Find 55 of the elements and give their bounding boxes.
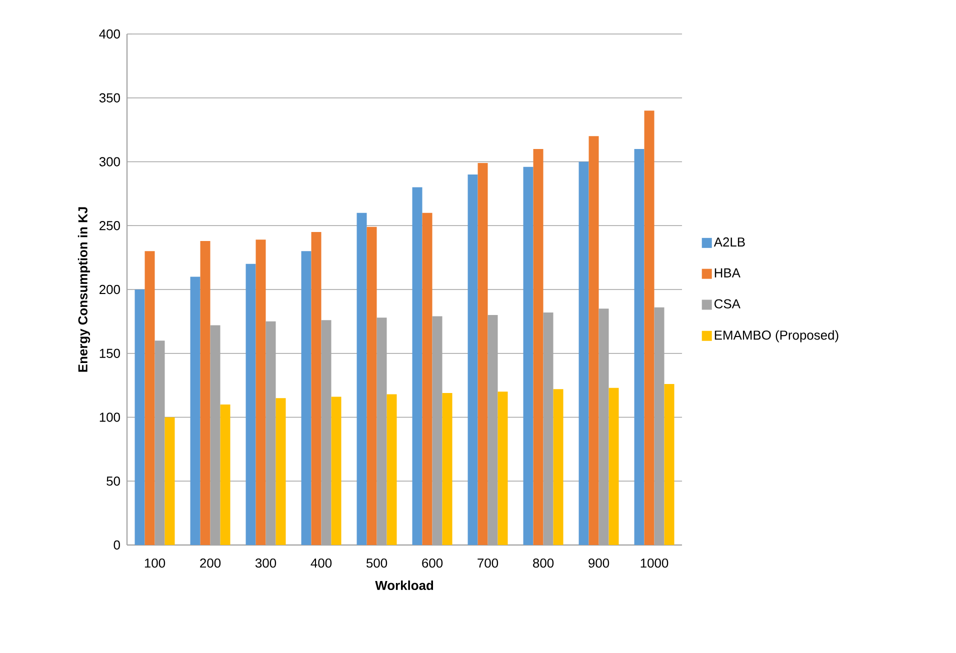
x-tick-label: 400 xyxy=(310,558,332,568)
bar xyxy=(134,289,145,545)
x-tick-label: 600 xyxy=(422,558,443,568)
bar xyxy=(276,398,286,545)
bar xyxy=(331,396,342,545)
x-tick-label: 500 xyxy=(366,558,388,568)
legend-label: HBA xyxy=(714,268,740,278)
y-tick-label: 300 xyxy=(99,157,120,166)
bar xyxy=(256,240,266,545)
bar xyxy=(634,148,644,545)
y-tick-label: 200 xyxy=(100,284,120,294)
x-tick-label: 100 xyxy=(144,558,166,568)
bar xyxy=(578,162,589,545)
x-tick-label: 900 xyxy=(588,558,610,568)
bar xyxy=(422,212,432,545)
y-tick-label: 250 xyxy=(100,221,120,230)
x-tick-label: 200 xyxy=(200,558,221,568)
legend-label: EMAMBO (Proposed) xyxy=(714,330,838,342)
y-tick-label: 100 xyxy=(100,412,120,422)
legend-label: A2LB xyxy=(714,237,745,246)
legend-label: CSA xyxy=(714,299,740,308)
y-tick-label: 350 xyxy=(99,93,120,102)
x-tick-label: 800 xyxy=(533,558,554,568)
bar xyxy=(533,148,544,545)
bar xyxy=(412,187,422,545)
bar xyxy=(608,388,619,545)
bar xyxy=(246,264,256,545)
bar xyxy=(311,232,322,545)
bar xyxy=(523,166,534,545)
bar xyxy=(200,240,210,545)
x-tick-label: 1000 xyxy=(640,558,668,568)
y-tick-label: 50 xyxy=(106,476,120,486)
y-axis-title: Energy Consumption in KJ xyxy=(78,207,90,372)
y-tick-label: 150 xyxy=(100,348,120,358)
bar xyxy=(164,417,175,545)
bar xyxy=(301,251,312,545)
bar xyxy=(468,174,478,545)
bar xyxy=(498,392,508,545)
x-tick-label: 700 xyxy=(478,558,498,568)
bar xyxy=(366,226,377,545)
bar xyxy=(220,404,230,545)
bar xyxy=(356,212,367,545)
bar xyxy=(644,110,654,545)
bar xyxy=(478,163,488,545)
bar xyxy=(588,136,599,545)
y-tick-label: 400 xyxy=(99,29,120,39)
bar xyxy=(553,389,564,545)
bar xyxy=(386,394,397,545)
bar xyxy=(190,276,200,545)
bar xyxy=(664,384,674,545)
y-tick-label: 0 xyxy=(114,540,120,550)
bar xyxy=(144,251,155,545)
x-axis-title: Workload xyxy=(375,580,434,590)
bar xyxy=(442,392,452,545)
x-tick-label: 300 xyxy=(255,558,276,568)
